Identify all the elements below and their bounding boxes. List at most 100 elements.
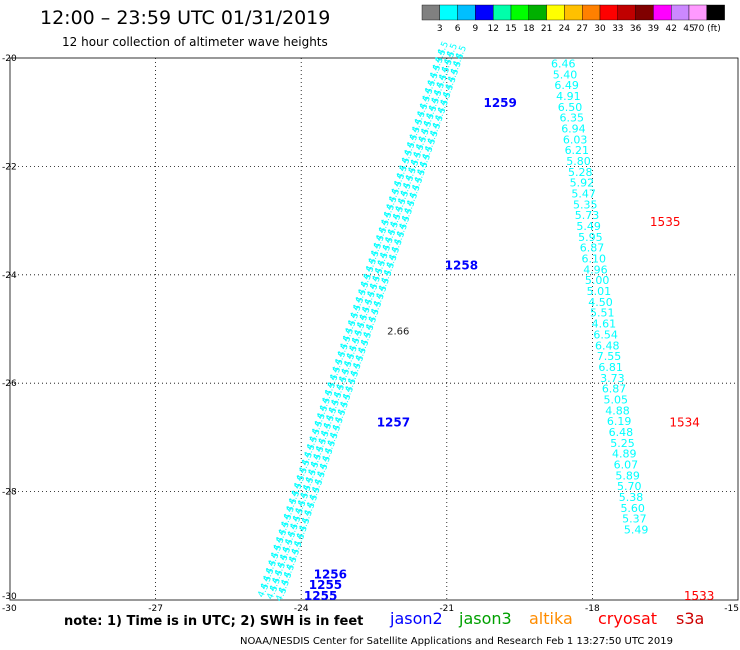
track-b-swh-value: 5.89 <box>615 469 640 482</box>
colorbar-swatch <box>582 4 601 21</box>
track-b-swh-value: 5.80 <box>566 155 591 168</box>
track-b-swh-value: 7.55 <box>597 350 622 363</box>
track-b-swh-value: 5.01 <box>587 285 612 298</box>
legend-s3a: s3a <box>676 609 704 628</box>
track-b-swh-value: 6.48 <box>595 339 620 352</box>
chart-subtitle: 12 hour collection of altimeter wave hei… <box>62 35 328 49</box>
colorbar-swatch <box>528 4 547 21</box>
colorbar-label: 45 <box>683 24 694 34</box>
colorbar-label: 9 <box>473 24 479 34</box>
legend-jason2: jason2 <box>389 609 443 628</box>
grid-lines <box>10 58 738 600</box>
track-b-swh-value: 5.38 <box>619 491 644 504</box>
satellite-legend: jason2 jason3 altika cryosat s3a <box>389 609 704 628</box>
track-b-swh-value: 6.87 <box>580 242 605 255</box>
x-tick-label: -21 <box>439 604 454 614</box>
track-b-swh-value: 5.25 <box>610 437 635 450</box>
track-b-swh-value: 6.07 <box>614 459 639 472</box>
colorbar-swatch <box>564 4 583 21</box>
colorbar-swatch <box>421 4 440 21</box>
track-a-time-label: 1255 <box>304 589 337 603</box>
track-b-swh-value: 5.28 <box>568 166 593 179</box>
track-b-swh-value: 4.61 <box>592 318 617 331</box>
y-tick-label: -30 <box>2 592 17 602</box>
colorbar-label: 27 <box>576 24 587 34</box>
colorbar-label: 30 <box>594 24 606 34</box>
track-a-time-label: 1256 <box>314 567 347 581</box>
colorbar-swatch <box>617 4 636 21</box>
colorbar-swatch <box>599 4 618 21</box>
x-tick-label: -27 <box>148 604 163 614</box>
track-b-swh-value: 5.92 <box>570 177 595 190</box>
y-tick-label: -26 <box>2 379 17 389</box>
track-b-swh-value: 4.50 <box>588 296 613 309</box>
track-b-swh-value: 6.54 <box>593 328 618 341</box>
track-a-highlight-value: 2.66 <box>387 326 409 337</box>
x-axis-ticks: -30 -27 -24 -21 -18 -15 <box>2 604 739 614</box>
track-b-swh-value: 3.73 <box>600 372 625 385</box>
colorbar-label: 15 <box>505 24 516 34</box>
track-b-swh-value: 5.51 <box>590 307 615 320</box>
colorbar-label: 24 <box>559 24 571 34</box>
colorbar-swatch <box>457 4 476 21</box>
colorbar-swatch <box>671 4 690 21</box>
track-b-swh-value: 5.95 <box>578 231 603 244</box>
footer-credit: NOAA/NESDIS Center for Satellite Applica… <box>240 636 673 647</box>
track-b-swh-value: 6.48 <box>609 426 634 439</box>
track-b-swh-value: 5.70 <box>617 480 642 493</box>
y-tick-label: -28 <box>2 488 17 498</box>
colorbar-swatch <box>475 4 494 21</box>
track-b-swh-value: 6.03 <box>563 133 588 146</box>
satellite-track-a: 4.54.54.54.54.54.54.54.54.54.54.54.54.54… <box>256 40 516 603</box>
y-tick-label: -24 <box>2 271 17 281</box>
track-b-swh-value: 5.35 <box>573 198 598 211</box>
colorbar-label: 70 (ft) <box>693 24 721 34</box>
colorbar-label: 42 <box>665 24 676 34</box>
colorbar-label: 33 <box>612 24 623 34</box>
y-tick-label: -22 <box>2 162 17 172</box>
track-b-swh-value: 5.60 <box>620 502 645 515</box>
track-b-swh-value: 4.96 <box>583 263 608 276</box>
track-b-time-label: 1533 <box>684 589 715 603</box>
colorbar-label: 6 <box>455 24 461 34</box>
y-axis-ticks: -20 -22 -24 -26 -28 -30 <box>2 54 17 602</box>
colorbar-label: 12 <box>487 24 498 34</box>
legend-jason3: jason3 <box>458 609 512 628</box>
track-b-swh-value: 4.88 <box>605 404 630 417</box>
colorbar-swatch <box>653 4 672 21</box>
x-tick-label: -24 <box>294 604 309 614</box>
track-b-swh-value: 6.81 <box>598 361 623 374</box>
track-b-swh-value: 6.21 <box>565 144 590 157</box>
track-a-time-label: 1257 <box>377 416 410 430</box>
track-b-swh-value: 5.49 <box>624 524 649 537</box>
colorbar-swatch <box>546 4 565 21</box>
y-tick-label: -20 <box>2 54 17 64</box>
legend-cryosat: cryosat <box>598 609 657 628</box>
colorbar-label: 21 <box>541 24 552 34</box>
track-b-swh-value: 5.47 <box>571 188 596 201</box>
track-b-swh-value: 6.46 <box>551 57 576 70</box>
track-b-swh-value: 5.49 <box>576 220 601 233</box>
legend-altika: altika <box>529 609 573 628</box>
colorbar-label: 3 <box>437 24 443 34</box>
track-b-swh-value: 6.94 <box>561 122 586 135</box>
plot-frame <box>9 57 739 601</box>
track-b-swh-value: 5.40 <box>553 68 578 81</box>
track-b-swh-value: 6.50 <box>558 101 583 114</box>
track-b-swh-value: 6.35 <box>559 112 584 125</box>
colorbar-swatch <box>706 4 725 21</box>
colorbar-label: 36 <box>630 24 642 34</box>
colorbar-swatch <box>688 4 707 21</box>
x-tick-label: -15 <box>724 604 739 614</box>
track-b-swh-value: 5.73 <box>575 209 600 222</box>
satellite-track-b: 6.465.406.494.916.506.356.946.036.215.80… <box>551 57 714 603</box>
track-a-time-label: 1255 <box>309 578 342 592</box>
track-b-swh-value: 5.00 <box>585 274 610 287</box>
track-b-time-label: 1534 <box>669 416 700 430</box>
track-b-swh-value: 6.49 <box>554 79 579 92</box>
colorbar-swatch <box>439 4 458 21</box>
track-b-swh-value: 6.19 <box>607 415 632 428</box>
colorbar-label: 39 <box>648 24 660 34</box>
